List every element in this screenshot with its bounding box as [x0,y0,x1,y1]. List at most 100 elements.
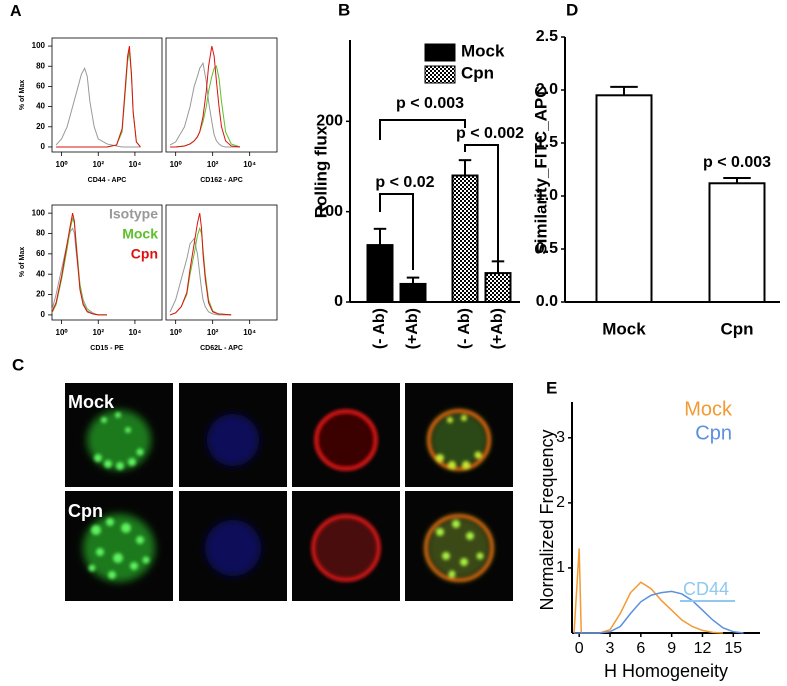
x-tick-label: (+Ab) [404,308,421,349]
x-tick-label: 10⁰ [56,160,69,169]
x-axis-label: CD162 - APC [200,177,243,184]
series-line [169,213,232,316]
y-tick-label: 100 [316,203,343,220]
plot-frame [51,204,163,321]
x-tick-label: 10² [207,328,219,337]
y-axis-label: Normalized Frequency [537,429,557,610]
y-axis-label: Similarity_FITC_APC [531,85,550,254]
x-tick-label: 10⁰ [170,328,183,337]
bar [366,244,394,304]
y-tick-label: 2.0 [536,81,558,98]
plot-frame [165,37,278,153]
y-tick-label: 0 [334,293,343,310]
annotation: p < 0.003 [703,154,771,171]
y-axis-label: % of Max [19,247,26,277]
y-tick-label: 0.5 [536,240,558,257]
legend-label: Cpn [695,422,732,444]
x-axis-label: H Homogeneity [604,661,728,681]
x-tick-label: (+Ab) [489,308,506,349]
series-line [169,237,232,316]
chart: 0.0 0.5 1.0 1.5 2.0 2.5 Similarity_FITC_APC Moc… [531,28,780,338]
x-tick-label: 10² [207,160,219,169]
y-tick-label: 2.5 [536,28,558,45]
y-tick-label: 3 [556,429,565,446]
y-tick-label: 0.0 [536,293,558,310]
panel-label: D [566,0,578,19]
significance-bracket [379,193,414,270]
panel-label: B [338,0,350,19]
bar [595,94,653,303]
x-tick-label: 0 [575,640,584,657]
annotation: p < 0.002 [456,125,524,142]
y-tick-label: 1.5 [536,134,558,151]
y-tick-label: 0 [41,142,46,151]
x-tick-label: 12 [694,640,712,657]
y-tick-label: 60 [36,82,45,91]
y-axis-label: % of Max [19,80,26,110]
legend-label: Mock [684,398,733,420]
annotation: p < 0.003 [396,95,464,112]
image-grid: Mock Cpn [65,383,513,601]
x-tick-label: 10⁴ [128,328,141,337]
y-axis-label: Rolling flux [311,125,330,218]
y-tick-label: 0 [41,310,46,319]
x-tick-label: 3 [606,640,615,657]
x-tick-label: 9 [667,640,676,657]
legend-label: Cpn [461,63,494,82]
x-tick-label: 10⁴ [128,160,141,169]
bar [451,174,479,303]
x-tick-label: 10⁰ [56,328,69,337]
row-label: Mock [68,392,115,412]
x-axis-label: CD44 - APC [88,177,127,184]
y-tick-label: 2 [556,494,565,511]
x-axis-label: CD62L - APC [200,345,243,352]
x-tick-label: (- Ab) [456,308,473,349]
legend-swatch [424,65,456,84]
series-line [170,45,241,148]
legend-label: Mock [122,226,158,242]
x-tick-label: 10⁰ [170,160,183,169]
series-line [169,61,240,148]
chart: 10⁰ 10² 10⁴ CD162 - APC [165,37,278,184]
x-tick-label: 6 [636,640,645,657]
x-tick-label: 10² [92,328,104,337]
bar [484,272,512,304]
series-line [55,66,141,148]
legend-label: Isotype [109,206,158,222]
panel-label: E [546,378,557,397]
chart: 10⁰ 10² 10⁴ CD62L - APC [165,204,278,352]
x-tick-label: 15 [724,640,742,657]
x-tick-label: 10² [92,160,104,169]
panel-label: A [10,3,22,20]
legend-label: Cpn [131,246,158,262]
legend-label: Mock [461,41,505,60]
chart: 0 20 40 60 80 100 10⁰ 10² 10⁴ CD44 - APC % of Max [19,37,163,184]
y-tick-label: 20 [36,290,45,299]
series-line [574,590,744,634]
x-axis-label: CD15 - PE [90,345,124,352]
y-tick-label: 40 [36,269,45,278]
y-tick-label: 1 [556,559,565,576]
x-tick-label: Mock [602,319,646,338]
x-tick-label: 10⁴ [243,160,256,169]
significance-bracket [379,119,466,140]
bar [399,282,427,303]
y-tick-label: 20 [36,122,45,131]
bar [708,182,766,303]
x-tick-label: 10⁴ [243,328,256,337]
plot-frame [51,37,163,153]
legend-swatch [424,43,456,62]
y-tick-label: 40 [36,102,45,111]
panel-label: C [12,355,24,374]
row-label: Cpn [68,501,103,521]
chart: 0 20 40 60 80 100 10⁰ 10² 10⁴ CD15 - PE % of Max Is… [19,204,163,352]
x-tick-label: (- Ab) [371,308,388,349]
y-tick-label: 100 [32,208,46,217]
annotation: p < 0.02 [375,174,434,191]
annotation: CD44 [683,579,729,599]
series-line [51,227,107,316]
